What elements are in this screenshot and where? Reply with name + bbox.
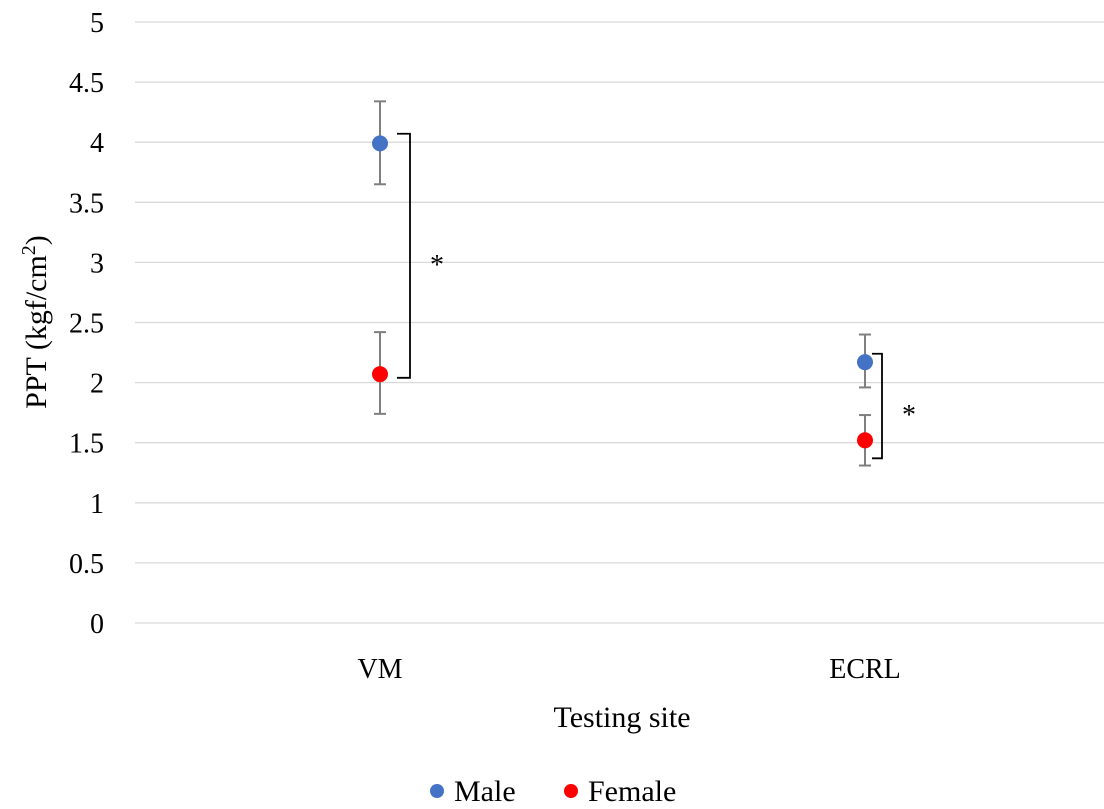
data-point-female-vm [372, 366, 388, 383]
y-tick-label: 1.5 [69, 429, 104, 460]
legend-male-label: Male [454, 775, 516, 808]
y-tick-label: 4 [90, 128, 104, 159]
data-point-female-ecrl [857, 432, 873, 449]
significance-marker: * [902, 400, 916, 431]
y-tick-label: 2.5 [69, 309, 104, 340]
significance-marker: * [430, 250, 444, 281]
x-tick-label-vm: VM [357, 654, 402, 685]
x-tick-labels: VM ECRL [357, 654, 900, 685]
x-axis-title: Testing site [553, 701, 690, 734]
y-tick-label: 2 [90, 369, 104, 400]
y-tick-label: 4.5 [69, 68, 104, 99]
gridlines [135, 21, 1104, 624]
y-tick-label: 1 [90, 489, 104, 520]
x-tick-label-ecrl: ECRL [829, 654, 901, 685]
data-point-male-ecrl [857, 354, 873, 371]
y-tick-label: 5 [90, 8, 104, 39]
y-tick-label: 0 [90, 609, 104, 640]
legend-female-label: Female [588, 775, 676, 808]
y-tick-label: 0.5 [69, 549, 104, 580]
legend-male-marker [430, 784, 444, 798]
y-tick-label: 3.5 [69, 188, 104, 219]
y-tick-labels: 0 0.5 1 1.5 2 2.5 3 3.5 4 4.5 5 [69, 8, 104, 640]
significance-annotations: ** [397, 132, 916, 460]
error-bars [374, 100, 871, 467]
significance-bracket [872, 352, 883, 460]
significance-bracket [397, 132, 411, 379]
data-point-male-vm [372, 135, 388, 152]
y-tick-label: 3 [90, 248, 104, 279]
legend: Male Female [430, 775, 676, 808]
data-points [372, 135, 873, 449]
legend-female-marker [564, 784, 578, 798]
y-axis-title: PPT (kgf/cm2) [18, 235, 53, 409]
